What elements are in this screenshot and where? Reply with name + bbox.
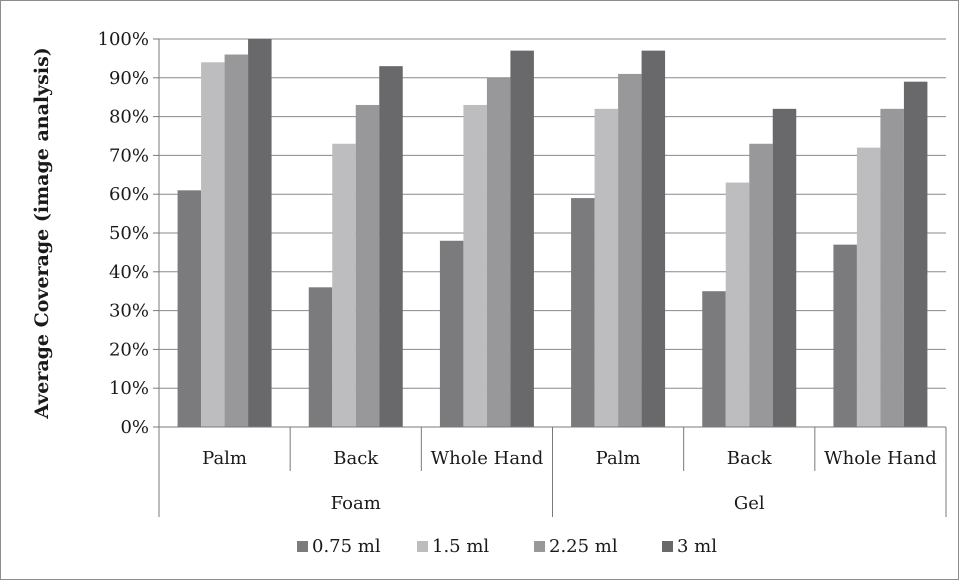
legend: 0.75 ml 1.5 ml 2.25 ml 3 ml: [297, 536, 717, 557]
y-tick-label: 70%: [109, 145, 149, 166]
x-category-label: Palm: [202, 448, 247, 469]
bar: [749, 143, 773, 427]
bar: [379, 66, 403, 427]
x-category-label: Back: [727, 448, 773, 469]
bar: [439, 240, 464, 427]
bar: [510, 50, 534, 427]
bar: [618, 73, 642, 428]
bar: [903, 81, 928, 428]
x-category-label: Palm: [596, 448, 641, 469]
x-group-label: Gel: [734, 493, 765, 514]
x-category-label: Back: [333, 448, 379, 469]
bars: [177, 39, 928, 428]
y-tick-label: 20%: [109, 339, 149, 360]
y-tick-label: 60%: [109, 184, 149, 205]
bar: [880, 108, 904, 427]
bar: [772, 108, 797, 427]
legend-label: 2.25 ml: [549, 536, 618, 557]
x-category-label: Whole Hand: [431, 448, 544, 469]
legend-swatch: [297, 541, 308, 552]
x-category-label: Whole Hand: [824, 448, 937, 469]
y-tick-label: 10%: [109, 378, 149, 399]
y-axis-title: Average Coverage (image analysis): [31, 47, 53, 420]
axes: [153, 38, 947, 517]
bar: [594, 108, 619, 427]
legend-swatch: [534, 541, 545, 552]
bar: [463, 104, 487, 428]
bar: [224, 54, 249, 428]
bar: [641, 50, 666, 427]
legend-label: 0.75 ml: [312, 536, 381, 557]
y-tick-label: 90%: [109, 68, 149, 89]
bar: [308, 287, 333, 427]
grid-lines: [159, 38, 946, 389]
bar: [725, 182, 750, 427]
labels: 0% 10% 20% 30% 40% 50% 60% 70% 80% 90% 100% Palm Bac…: [98, 29, 937, 514]
bar: [332, 143, 356, 427]
legend-swatch: [662, 541, 673, 552]
y-tick-label: 80%: [109, 107, 149, 128]
bar: [201, 62, 225, 427]
bar: [177, 190, 202, 427]
bar: [355, 104, 380, 428]
bar: [571, 198, 595, 427]
y-tick-label: 100%: [98, 29, 149, 50]
bar: [702, 291, 726, 427]
bar: [248, 39, 272, 427]
y-tick-label: 40%: [109, 262, 149, 283]
y-tick-label: 50%: [109, 223, 149, 244]
x-group-label: Foam: [331, 493, 381, 514]
y-tick-label: 30%: [109, 301, 149, 322]
legend-label: 3 ml: [677, 536, 717, 557]
bar: [486, 77, 511, 428]
y-tick-label: 0%: [120, 417, 149, 438]
bar: [833, 244, 857, 427]
legend-label: 1.5 ml: [432, 536, 489, 557]
bar: [856, 147, 881, 427]
legend-swatch: [417, 541, 428, 552]
